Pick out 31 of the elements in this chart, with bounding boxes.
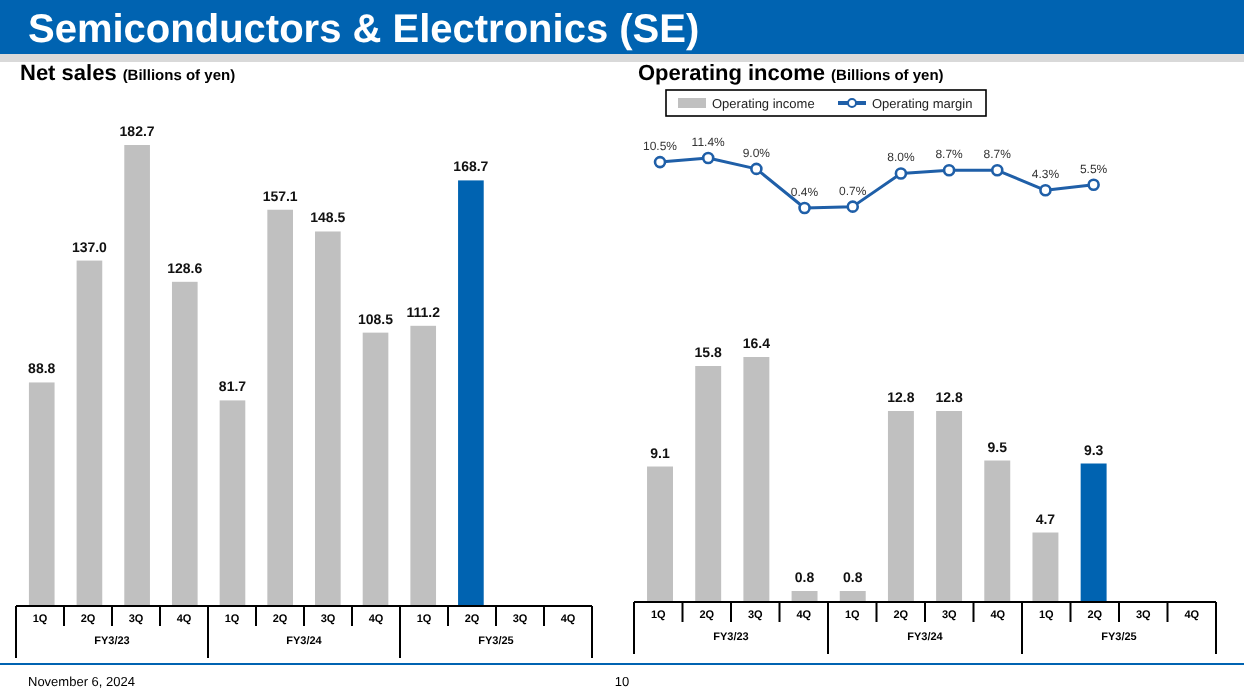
bar <box>26 380 57 607</box>
text: Semiconductors & Electronics (SE) <box>28 8 700 52</box>
bar <box>408 323 439 607</box>
point <box>701 151 715 165</box>
point <box>942 163 956 177</box>
point <box>990 163 1004 177</box>
point <box>750 162 763 176</box>
bar <box>217 398 248 607</box>
bar <box>122 143 152 607</box>
bar <box>885 409 916 603</box>
bar <box>265 207 295 607</box>
bar <box>1030 530 1061 603</box>
point <box>1087 178 1100 192</box>
bar <box>74 258 105 607</box>
bar <box>934 409 965 603</box>
chart-title: Net sales <box>20 62 117 86</box>
bar <box>456 178 486 607</box>
bar <box>693 364 724 603</box>
point <box>798 201 811 215</box>
point <box>653 155 667 169</box>
point <box>894 167 908 180</box>
bar <box>360 330 391 607</box>
bar <box>169 279 200 607</box>
chart-title: Operating income <box>638 62 826 86</box>
bar <box>313 229 343 607</box>
bar <box>645 464 675 603</box>
bar <box>1078 461 1109 603</box>
point <box>846 200 860 213</box>
bar <box>982 458 1013 603</box>
bar <box>741 355 772 603</box>
point <box>1039 183 1052 197</box>
